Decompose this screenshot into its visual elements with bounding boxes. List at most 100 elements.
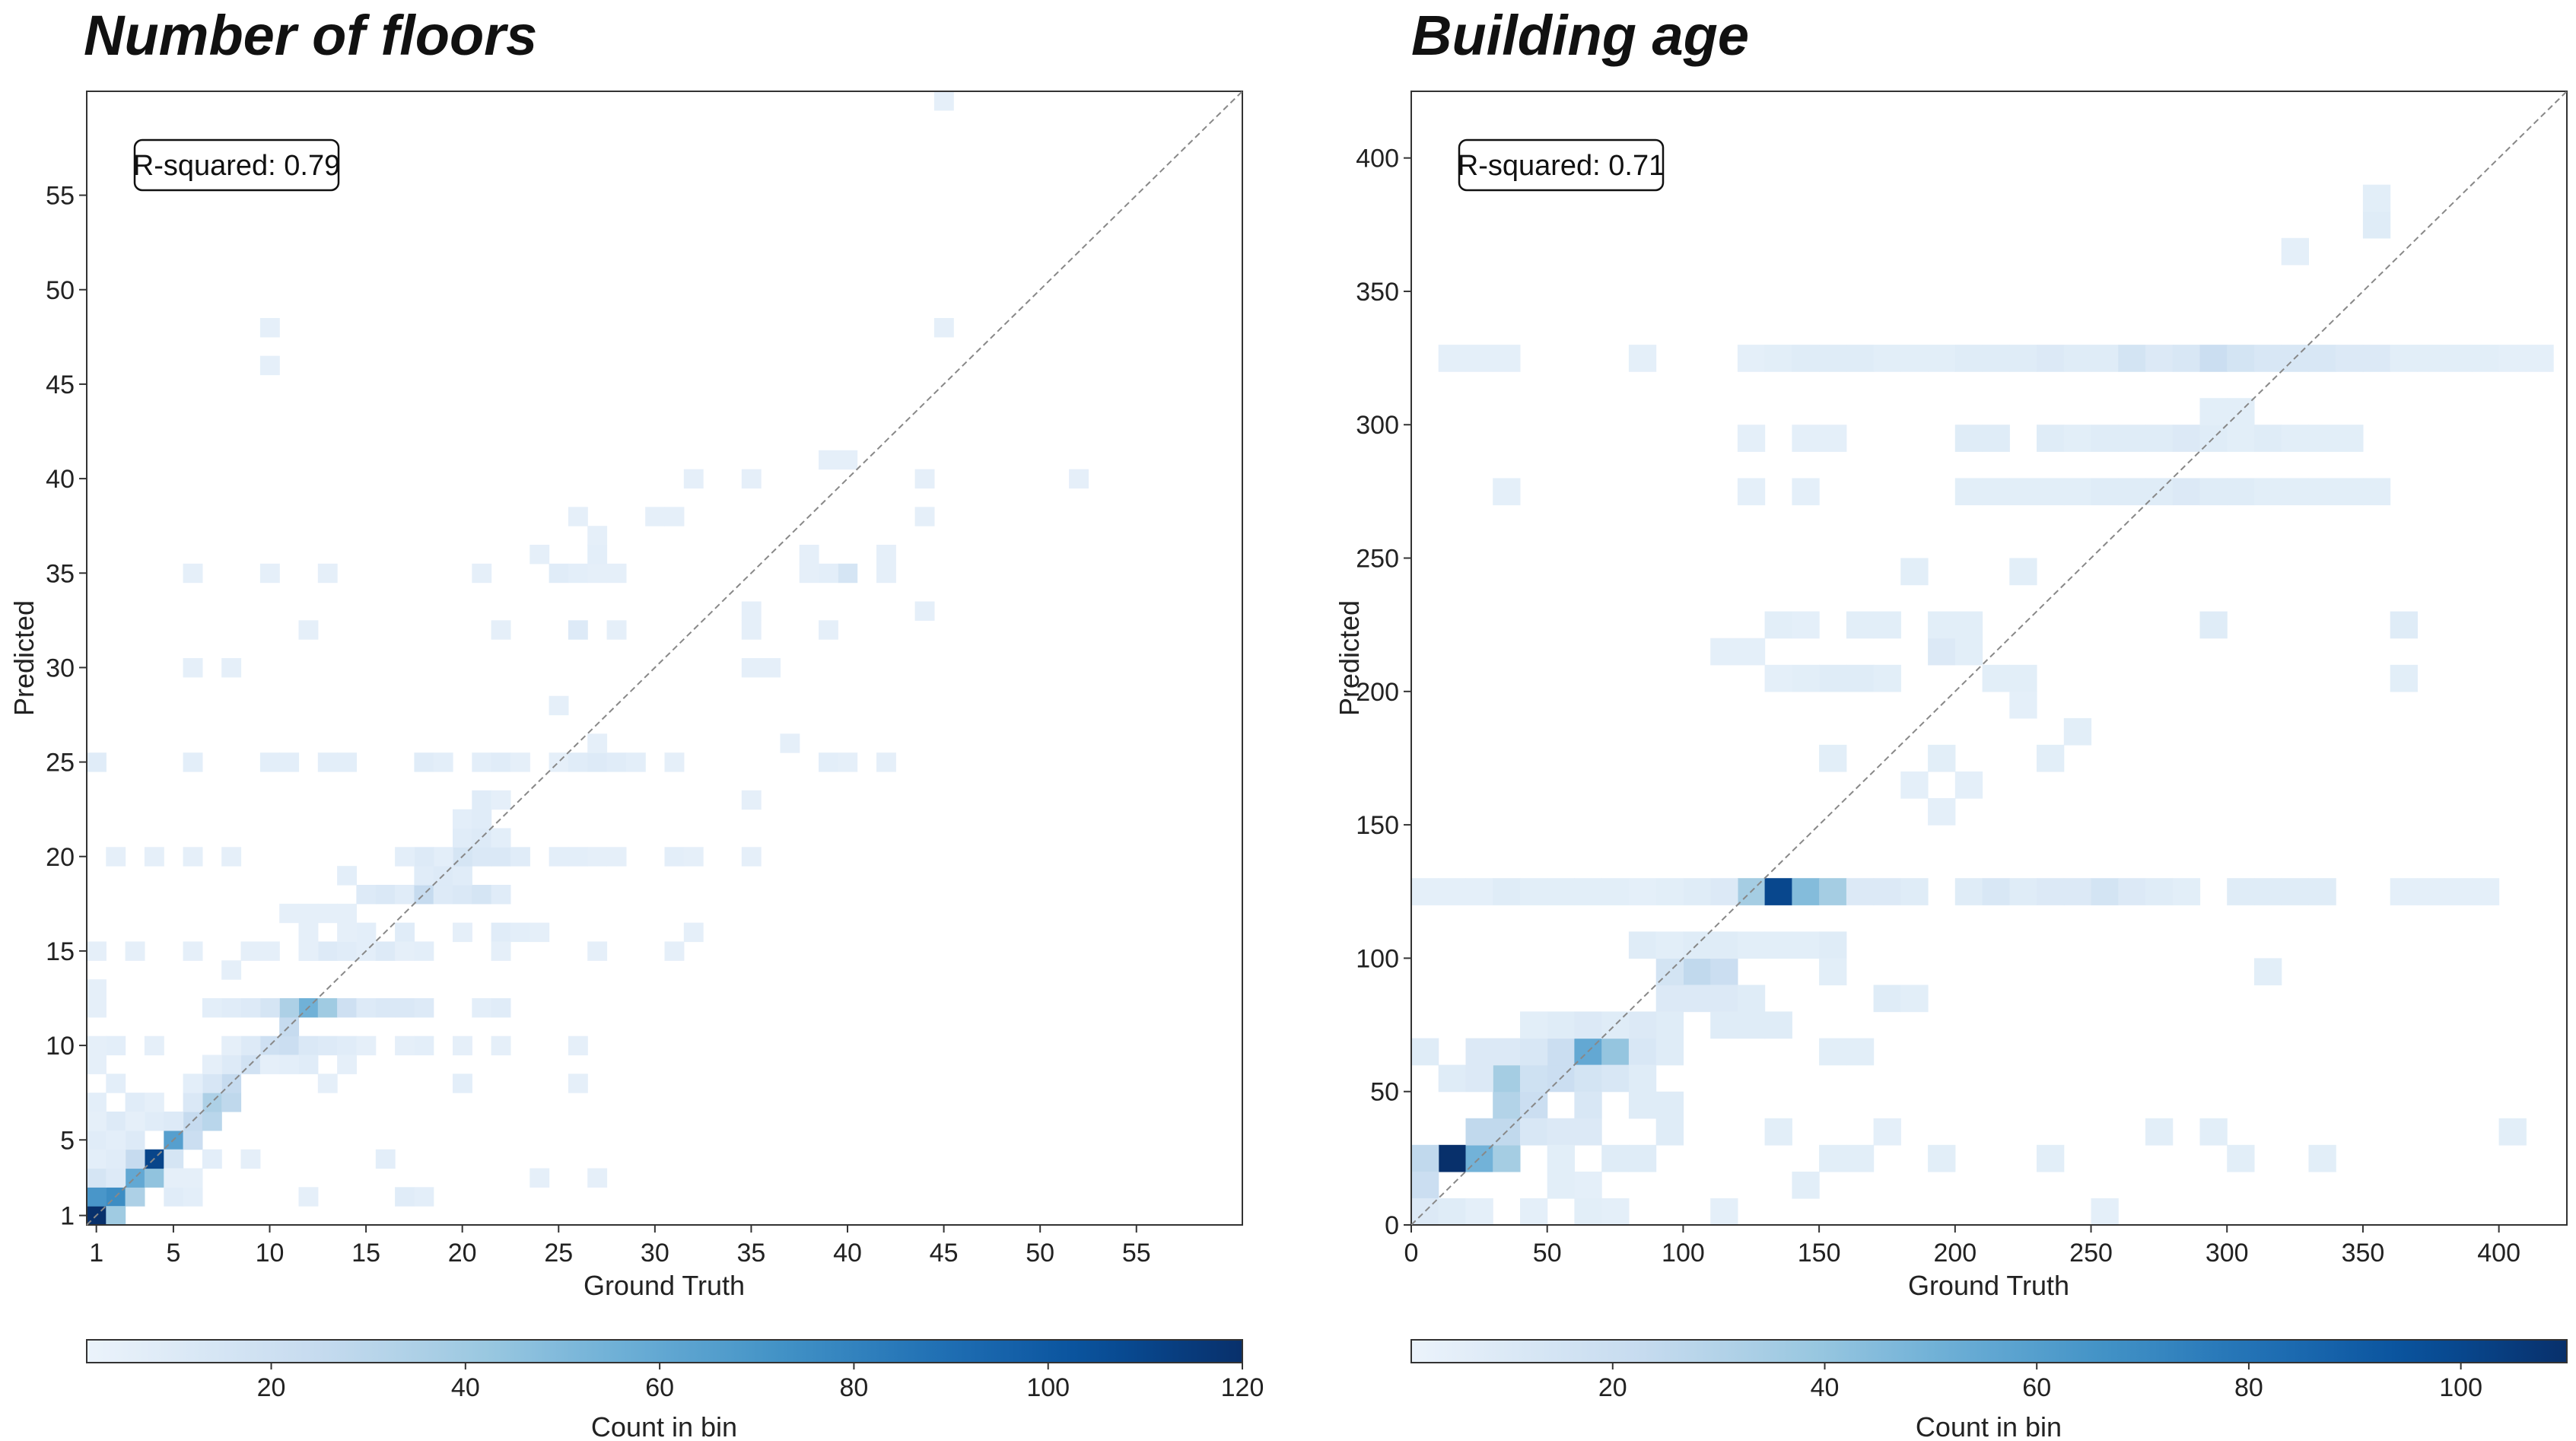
heatmap-cell <box>1846 1144 1875 1172</box>
heatmap-cell <box>1628 931 1657 959</box>
heatmap-cell <box>395 847 415 867</box>
y-tick-label: 50 <box>1370 1078 1399 1107</box>
heatmap-cell <box>395 1035 415 1056</box>
heatmap-cell <box>838 752 858 772</box>
heatmap-cell <box>202 1112 222 1131</box>
heatmap-cell <box>453 809 472 829</box>
heatmap-cell <box>240 941 261 961</box>
heatmap-cell <box>2037 1144 2065 1172</box>
heatmap-cell <box>2091 425 2119 452</box>
heatmap-cell <box>279 752 300 772</box>
heatmap-cell <box>1792 1171 1820 1199</box>
heatmap-cell <box>1493 345 1521 372</box>
heatmap-cell <box>2227 345 2255 372</box>
heatmap-cell <box>1954 345 1983 372</box>
heatmap-cell <box>741 469 762 489</box>
heatmap-cell <box>2037 744 2065 772</box>
y-tick-label: 300 <box>1356 411 1399 440</box>
heatmap-cell <box>587 1168 608 1188</box>
y-tick-label: 1 <box>60 1202 75 1231</box>
y-tick-label: 20 <box>46 843 75 872</box>
heatmap-cell <box>819 620 838 640</box>
heatmap-cell <box>568 620 588 640</box>
heatmap-cell <box>1819 931 1847 959</box>
heatmap-cell <box>356 998 377 1018</box>
heatmap-cell <box>1465 1038 1493 1066</box>
heatmap-cell <box>472 998 492 1018</box>
heatmap-cell <box>2063 478 2092 506</box>
heatmap-cell <box>2118 878 2146 905</box>
heatmap-cell <box>1900 345 1929 372</box>
heatmap-cell <box>1710 638 1738 666</box>
heatmap-cell <box>106 1130 126 1150</box>
heatmap-cell <box>87 1112 107 1131</box>
heatmap-cell <box>183 1093 203 1112</box>
colorbar-tick-label: 100 <box>2439 1373 2482 1402</box>
heatmap-cell <box>106 1035 126 1056</box>
heatmap-cell <box>87 1130 107 1150</box>
heatmap-cell <box>87 1035 107 1056</box>
heatmap-cell <box>587 545 608 565</box>
heatmap-cell <box>549 752 569 772</box>
heatmap-cell <box>1655 931 1684 959</box>
heatmap-cell <box>1574 1011 1602 1039</box>
heatmap-cell <box>549 847 569 867</box>
heatmap-cell <box>317 752 338 772</box>
heatmap-cell <box>2254 878 2282 905</box>
heatmap-cell <box>2444 345 2473 372</box>
heatmap-cell <box>1982 664 2010 692</box>
heatmap-cell <box>183 847 203 867</box>
heatmap-cell <box>933 318 954 338</box>
heatmap-cell <box>183 941 203 961</box>
heatmap-cell <box>2172 345 2201 372</box>
heatmap-cell <box>414 885 434 905</box>
heatmap-cell <box>1520 1011 1548 1039</box>
heatmap-cell <box>1982 345 2010 372</box>
heatmap-cell <box>1710 931 1738 959</box>
heatmap-cell <box>337 998 357 1018</box>
heatmap-cell <box>2362 211 2391 239</box>
heatmap-cell <box>2145 345 2174 372</box>
colorbar-tick-label: 20 <box>1598 1373 1627 1402</box>
heatmap-cell <box>491 847 511 867</box>
heatmap-cell <box>876 545 896 565</box>
heatmap-cell <box>1601 1144 1630 1172</box>
heatmap-cell <box>433 885 453 905</box>
heatmap-cell <box>2009 691 2037 719</box>
heatmap-cell <box>606 620 627 640</box>
colorbar-gradient <box>86 1339 1243 1363</box>
heatmap-cell <box>221 1055 242 1074</box>
heatmap-cell <box>819 450 838 470</box>
heatmap-cell <box>1493 1064 1521 1093</box>
heatmap-cell <box>587 847 608 867</box>
heatmap-cell <box>1873 985 1901 1013</box>
heatmap-cell <box>2526 345 2554 372</box>
heatmap-cell <box>838 450 858 470</box>
y-tick-label: 200 <box>1356 678 1399 707</box>
heatmap-cell <box>2037 345 2065 372</box>
heatmap-cell <box>87 752 107 772</box>
heatmap-cell <box>2009 478 2037 506</box>
heatmap-cell <box>183 1187 203 1207</box>
heatmap-cell <box>259 563 280 584</box>
heatmap-cell <box>1710 878 1738 905</box>
heatmap-cell <box>1438 345 1466 372</box>
heatmap-cell <box>1683 878 1711 905</box>
heatmap-cell <box>1628 1144 1657 1172</box>
heatmap-cell <box>106 1168 126 1188</box>
heatmap-cell <box>317 903 338 924</box>
heatmap-cell <box>2362 184 2391 212</box>
heatmap-cell <box>2063 878 2092 905</box>
heatmap-cell <box>2199 611 2228 639</box>
colorbar-label: Count in bin <box>1916 1411 2062 1441</box>
heatmap-cell <box>2172 478 2201 506</box>
heatmap-cell <box>1764 664 1792 692</box>
heatmap-cell <box>472 809 492 829</box>
heatmap-plot-area <box>87 91 1089 1226</box>
heatmap-cell <box>414 847 434 867</box>
heatmap-cell <box>2308 425 2336 452</box>
heatmap-cell <box>279 1055 300 1074</box>
heatmap-cell <box>87 1055 107 1074</box>
heatmap-cell <box>741 658 762 678</box>
heatmap-cell <box>1764 1118 1792 1146</box>
